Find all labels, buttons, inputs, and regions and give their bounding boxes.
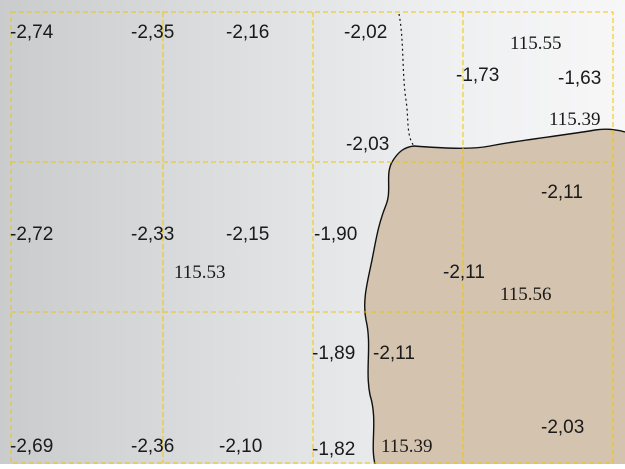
- gradient-label: -2,72: [10, 224, 53, 245]
- gradient-label: -1,90: [314, 224, 357, 245]
- gradient-label: -2,11: [443, 262, 485, 283]
- gradient-label: -2,10: [219, 436, 262, 457]
- elevation-label: 115.53: [174, 262, 226, 283]
- gradient-label: -2,03: [541, 417, 584, 438]
- grid: [10, 11, 614, 464]
- gradient-label: -2,33: [131, 224, 174, 245]
- gradient-label: -1,89: [312, 343, 355, 364]
- elevation-label: 115.55: [510, 33, 562, 54]
- gradient-label: -2,16: [226, 22, 269, 43]
- gradient-label: -2,11: [541, 182, 583, 203]
- gradient-label: -2,02: [344, 22, 387, 43]
- gradient-label: -2,74: [10, 22, 54, 43]
- gradient-value-labels: -2,74 -2,35 -2,16 -2,02 -1,73 -1,63 -2,0…: [10, 22, 601, 460]
- gradient-label: -2,35: [131, 22, 174, 43]
- grid-frame: [10, 11, 614, 464]
- dotted-boundary-line: [398, 13, 415, 147]
- elevation-label: 115.56: [500, 284, 552, 305]
- elevation-label: 115.39: [381, 436, 433, 457]
- gradient-label: -2,11: [373, 343, 415, 364]
- elevation-label: 115.39: [549, 109, 601, 130]
- gradient-label: -1,82: [312, 439, 355, 460]
- gradient-label: -1,63: [558, 68, 601, 89]
- gradient-label: -2,69: [10, 436, 53, 457]
- elevation-labels: 115.55 115.39 115.53 115.56 115.39: [174, 33, 601, 457]
- coastline: [363, 128, 625, 465]
- gradient-label: -2,36: [131, 436, 174, 457]
- land-area: [364, 129, 625, 464]
- gradient-label: -2,15: [226, 224, 269, 245]
- gradient-label: -2,03: [346, 134, 389, 155]
- gradient-label: -1,73: [456, 65, 499, 86]
